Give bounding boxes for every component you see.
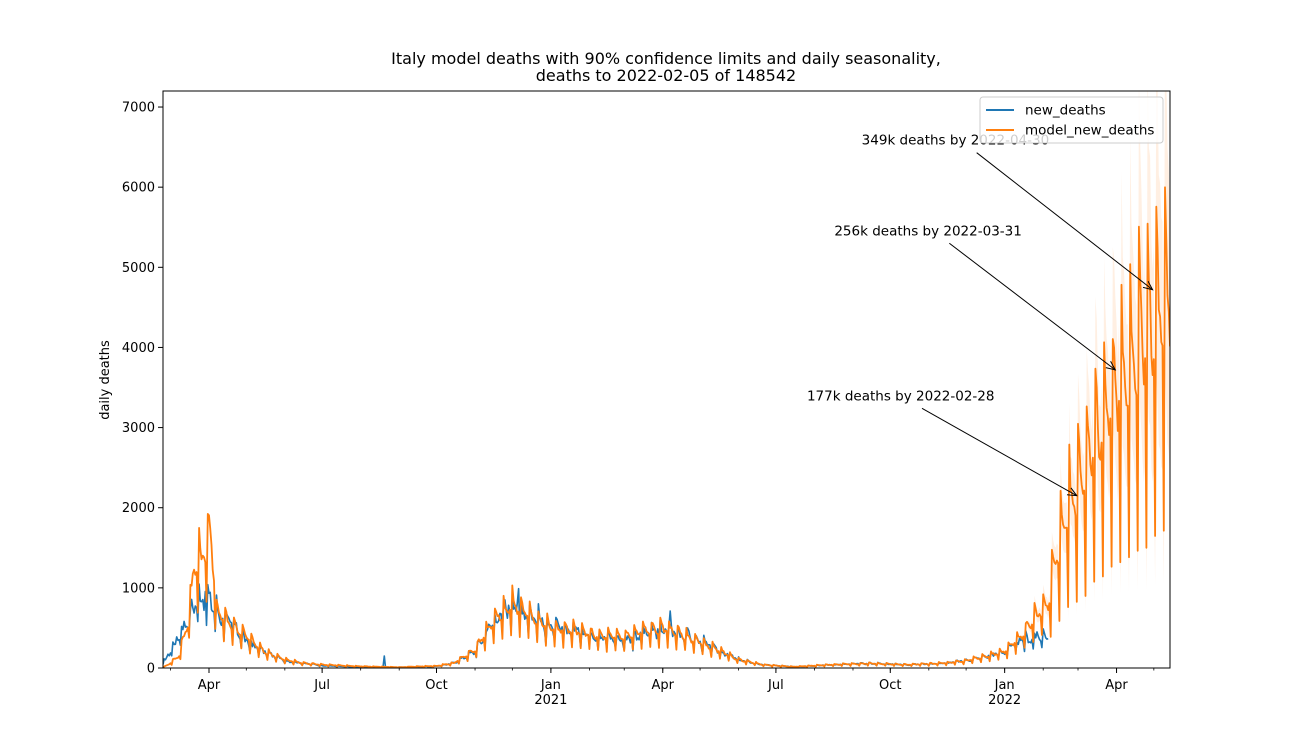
legend-label-new_deaths: new_deaths [1025,103,1106,119]
annotation-arrow [976,152,1153,290]
y-tick-label: 2000 [122,501,155,516]
legend-box [979,96,1164,144]
annotation-arrow [921,407,1077,495]
series-line-new_deaths [163,583,1049,668]
x-tick-label: Apr [1105,678,1128,693]
x-tick-year-label: 2021 [534,693,567,708]
confidence-band-area [1028,91,1170,645]
plot-area [163,91,1170,668]
x-tick-label: Jan [994,678,1015,693]
x-tick-year-label: 2022 [988,693,1021,708]
y-tick-label: 4000 [122,341,155,356]
chart-title-line-1: Italy model deaths with 90% confidence l… [391,49,941,68]
confidence-band [1028,91,1170,645]
y-tick-label: 0 [147,662,155,677]
y-tick-label: 6000 [122,181,155,196]
annotation-arrow [949,242,1115,370]
series-line-model_new_deaths [163,186,1170,668]
legend: new_deaths model_new_deaths [979,96,1164,144]
y-tick-label: 1000 [122,581,155,596]
y-axis-label: daily deaths [98,340,113,420]
series-lines [163,186,1170,668]
y-tick-label: 3000 [122,421,155,436]
annotation-label: 256k deaths by 2022-03-31 [834,223,1022,239]
x-tick-label: Jul [767,678,784,693]
chart-title-line-2: deaths to 2022-02-05 of 148542 [536,66,796,85]
x-tick-label: Apr [198,678,221,693]
x-tick-label: Jan [540,678,561,693]
y-axis: 0 1000 2000 3000 4000 5000 6000 7000 [122,101,163,677]
y-tick-label: 5000 [122,261,155,276]
axes-frame [162,90,1171,669]
x-tick-label: Oct [879,678,901,693]
legend-label-model_new_deaths: model_new_deaths [1025,123,1154,139]
x-tick-label: Apr [652,678,675,693]
y-tick-label: 7000 [122,101,155,116]
annotation-label: 177k deaths by 2022-02-28 [807,388,995,404]
x-tick-label: Oct [425,678,447,693]
x-tick-label: Jul [313,678,330,693]
